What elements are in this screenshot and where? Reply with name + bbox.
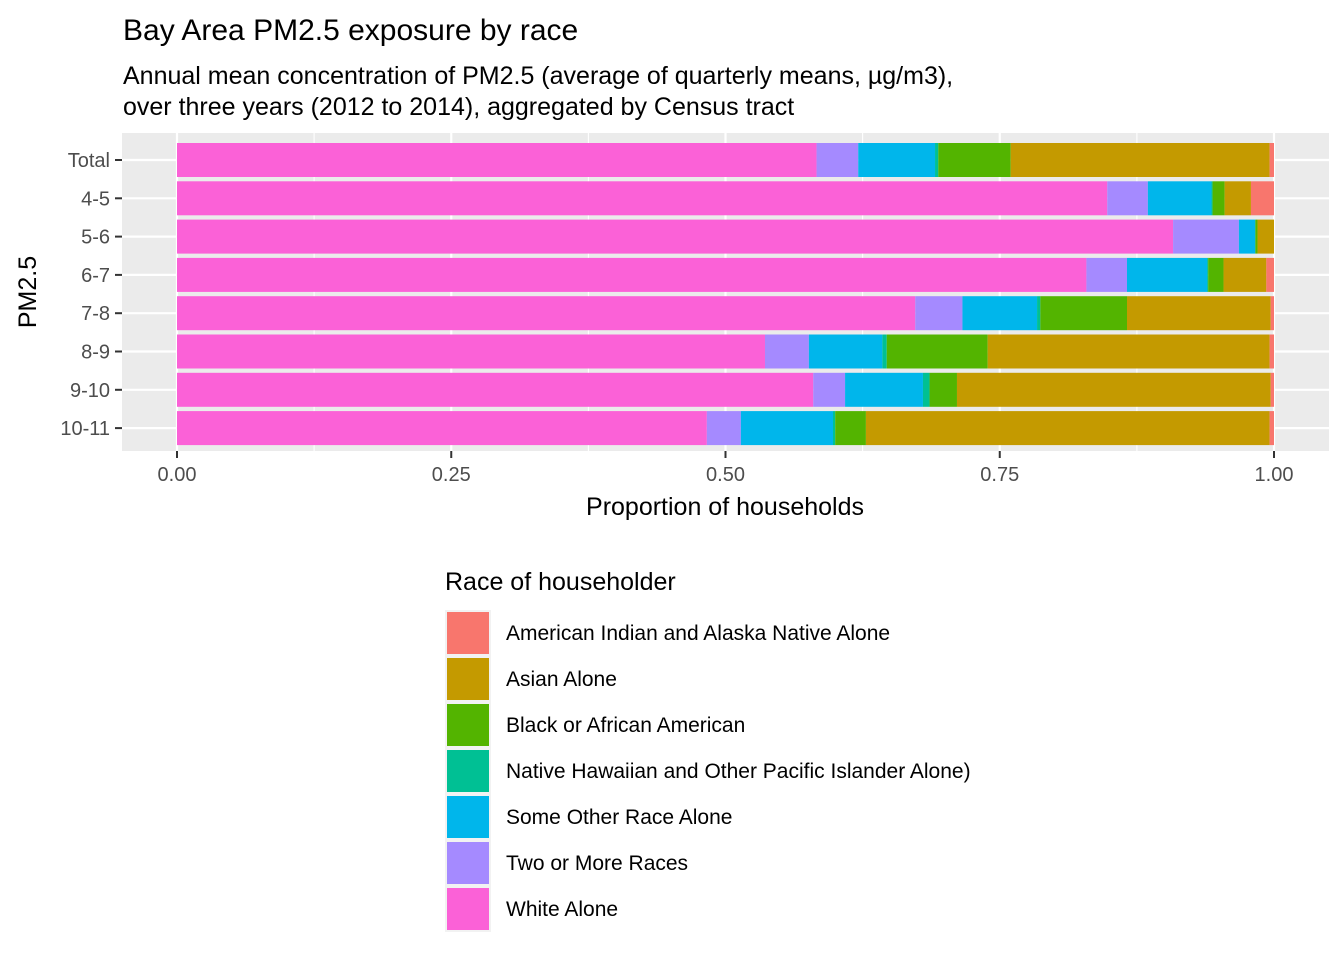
legend-title: Race of householder — [445, 568, 676, 596]
bar-segment-10-11-native-hawaiian-and-other-pacific-islander-alone — [833, 411, 836, 446]
x-tick-label: 0.75 — [980, 464, 1019, 486]
bar-segment-4-5-black-or-african-american — [1212, 181, 1225, 216]
legend-swatch-asian-alone — [447, 658, 489, 700]
x-tick-label: 1.00 — [1255, 464, 1294, 486]
y-tick-label: 5-6 — [81, 227, 110, 249]
bar-segment-9-10-native-hawaiian-and-other-pacific-islander-alone — [922, 372, 930, 407]
legend-items: American Indian and Alaska Native Alone A… — [445, 610, 971, 932]
bar-segment-10-11-american-indian-and-alaska-native-alone — [1269, 411, 1274, 446]
y-tick-label: 7-8 — [81, 303, 110, 325]
bar-segment-6-7-some-other-race-alone — [1127, 257, 1208, 292]
bar-stacks — [177, 143, 1274, 446]
y-tick-label: 4-5 — [81, 188, 110, 210]
bar-segment-8-9-american-indian-and-alaska-native-alone — [1269, 334, 1274, 369]
bar-segment-8-9-native-hawaiian-and-other-pacific-islander-alone — [882, 334, 887, 369]
bar-segment-7-8-american-indian-and-alaska-native-alone — [1270, 296, 1274, 331]
bar-segment-10-11-two-or-more-races — [706, 411, 741, 446]
y-axis-title: PM2.5 — [14, 256, 42, 328]
chart-title: Bay Area PM2.5 exposure by race — [123, 14, 578, 47]
legend-label: White Alone — [506, 898, 618, 921]
bar-segment-8-9-asian-alone — [987, 334, 1270, 369]
bar-segment-9-10-american-indian-and-alaska-native-alone — [1270, 372, 1274, 407]
y-axis: Total 4-5 5-6 6-7 7-8 8-9 9-10 10-11 — [60, 150, 122, 440]
bar-segment-7-8-asian-alone — [1127, 296, 1271, 331]
bar-segment-5-6-asian-alone — [1257, 219, 1274, 254]
bar-segment-total-asian-alone — [1010, 143, 1270, 177]
bar-segment-6-7-two-or-more-races — [1086, 257, 1128, 292]
legend-swatch-two-or-more-races — [447, 842, 489, 884]
bar-segment-5-6-white-alone — [177, 219, 1174, 254]
bar-segment-8-9-black-or-african-american — [886, 334, 988, 369]
legend-label: American Indian and Alaska Native Alone — [506, 622, 890, 645]
legend-label: Black or African American — [506, 714, 745, 737]
bar-segment-total-native-hawaiian-and-other-pacific-islander-alone — [935, 143, 939, 177]
y-tick-label: 9-10 — [70, 380, 110, 402]
bar-segment-6-7-american-indian-and-alaska-native-alone — [1266, 257, 1274, 292]
bar-segment-8-9-two-or-more-races — [764, 334, 809, 369]
bar-segment-total-american-indian-and-alaska-native-alone — [1269, 143, 1274, 177]
legend-swatch-native-hawaiian-and-other-pacific-islander-alone — [447, 750, 489, 792]
bar-segment-total-some-other-race-alone — [858, 143, 936, 177]
legend-label: Native Hawaiian and Other Pacific Island… — [506, 760, 971, 783]
bar-segment-8-9-some-other-race-alone — [808, 334, 883, 369]
bar-segment-6-7-asian-alone — [1223, 257, 1267, 292]
y-tick-label: Total — [68, 150, 110, 172]
bar-segment-10-11-black-or-african-american — [835, 411, 866, 446]
legend-label: Some Other Race Alone — [506, 806, 732, 829]
bar-segment-5-6-two-or-more-races — [1173, 219, 1239, 254]
bar-segment-7-8-two-or-more-races — [915, 296, 963, 331]
y-tick-label: 6-7 — [81, 265, 110, 287]
bar-segment-total-white-alone — [177, 143, 817, 177]
bar-segment-10-11-white-alone — [177, 411, 707, 446]
legend-label: Asian Alone — [506, 668, 617, 691]
x-axis: 0.00 0.25 0.50 0.75 1.00 — [158, 451, 1294, 486]
bar-segment-10-11-some-other-race-alone — [740, 411, 834, 446]
legend-label: Two or More Races — [506, 852, 688, 875]
bar-segment-4-5-white-alone — [177, 181, 1108, 216]
bar-segment-9-10-black-or-african-american — [929, 372, 957, 407]
bar-segment-4-5-two-or-more-races — [1107, 181, 1148, 216]
bar-segment-8-9-white-alone — [177, 334, 765, 369]
bar-segment-7-8-some-other-race-alone — [962, 296, 1038, 331]
chart-subtitle-line-2: over three years (2012 to 2014), aggrega… — [123, 93, 794, 121]
bar-segment-7-8-native-hawaiian-and-other-pacific-islander-alone — [1037, 296, 1041, 331]
bar-segment-4-5-american-indian-and-alaska-native-alone — [1250, 181, 1274, 216]
bar-segment-4-5-native-hawaiian-and-other-pacific-islander-alone — [1211, 181, 1213, 216]
bar-segment-9-10-white-alone — [177, 372, 814, 407]
bar-segment-6-7-black-or-african-american — [1208, 257, 1224, 292]
bar-segment-4-5-asian-alone — [1224, 181, 1251, 216]
bar-segment-7-8-white-alone — [177, 296, 916, 331]
bar-segment-9-10-two-or-more-races — [813, 372, 846, 407]
bar-segment-7-8-black-or-african-american — [1040, 296, 1128, 331]
legend-swatch-american-indian-and-alaska-native-alone — [447, 612, 489, 654]
x-tick-label: 0.25 — [432, 464, 471, 486]
y-tick-label: 8-9 — [81, 342, 110, 364]
legend-swatch-some-other-race-alone — [447, 796, 489, 838]
bar-segment-6-7-white-alone — [177, 257, 1087, 292]
legend: Race of householder American Indian and … — [445, 568, 971, 932]
bar-segment-6-7-native-hawaiian-and-other-pacific-islander-alone — [1207, 257, 1209, 292]
legend-swatch-black-or-african-american — [447, 704, 489, 746]
x-tick-label: 0.00 — [158, 464, 197, 486]
bar-segment-5-6-black-or-african-american — [1255, 219, 1258, 254]
x-tick-label: 0.50 — [706, 464, 745, 486]
bar-segment-4-5-some-other-race-alone — [1147, 181, 1212, 216]
bar-segment-total-black-or-african-american — [938, 143, 1011, 177]
bar-segment-9-10-some-other-race-alone — [845, 372, 923, 407]
bar-segment-10-11-asian-alone — [865, 411, 1270, 446]
y-tick-label: 10-11 — [60, 418, 110, 440]
chart-subtitle-line-1: Annual mean concentration of PM2.5 (aver… — [123, 62, 953, 90]
bar-segment-5-6-some-other-race-alone — [1238, 219, 1256, 254]
bar-segment-total-two-or-more-races — [816, 143, 859, 177]
bar-segment-9-10-asian-alone — [956, 372, 1271, 407]
x-axis-title: Proportion of households — [586, 493, 864, 521]
legend-swatch-white-alone — [447, 888, 489, 930]
